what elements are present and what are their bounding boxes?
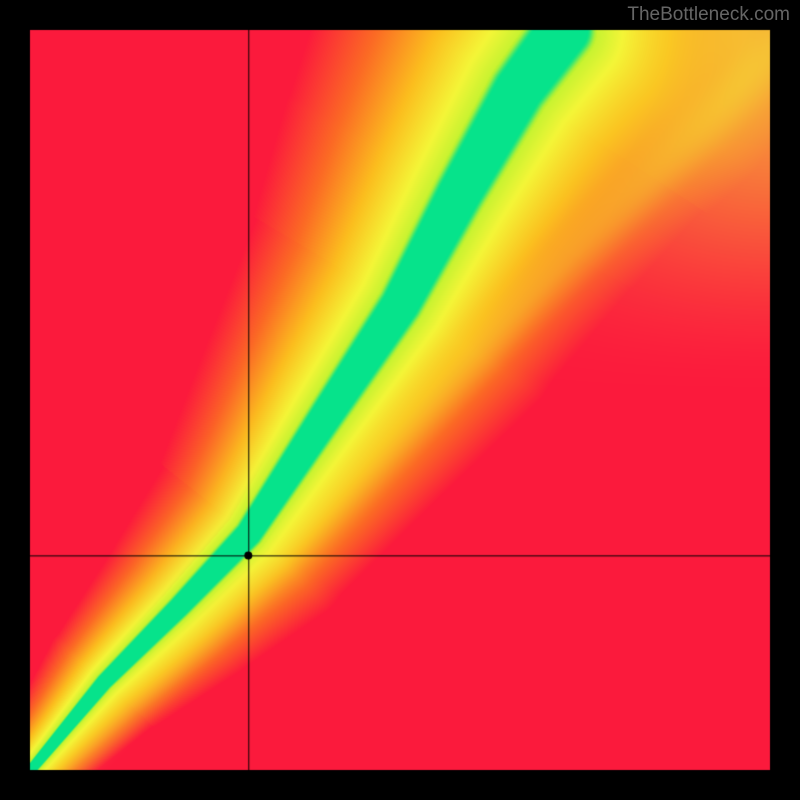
watermark-text: TheBottleneck.com <box>627 4 790 26</box>
chart-container: TheBottleneck.com <box>0 0 800 800</box>
heatmap-canvas <box>0 0 800 800</box>
